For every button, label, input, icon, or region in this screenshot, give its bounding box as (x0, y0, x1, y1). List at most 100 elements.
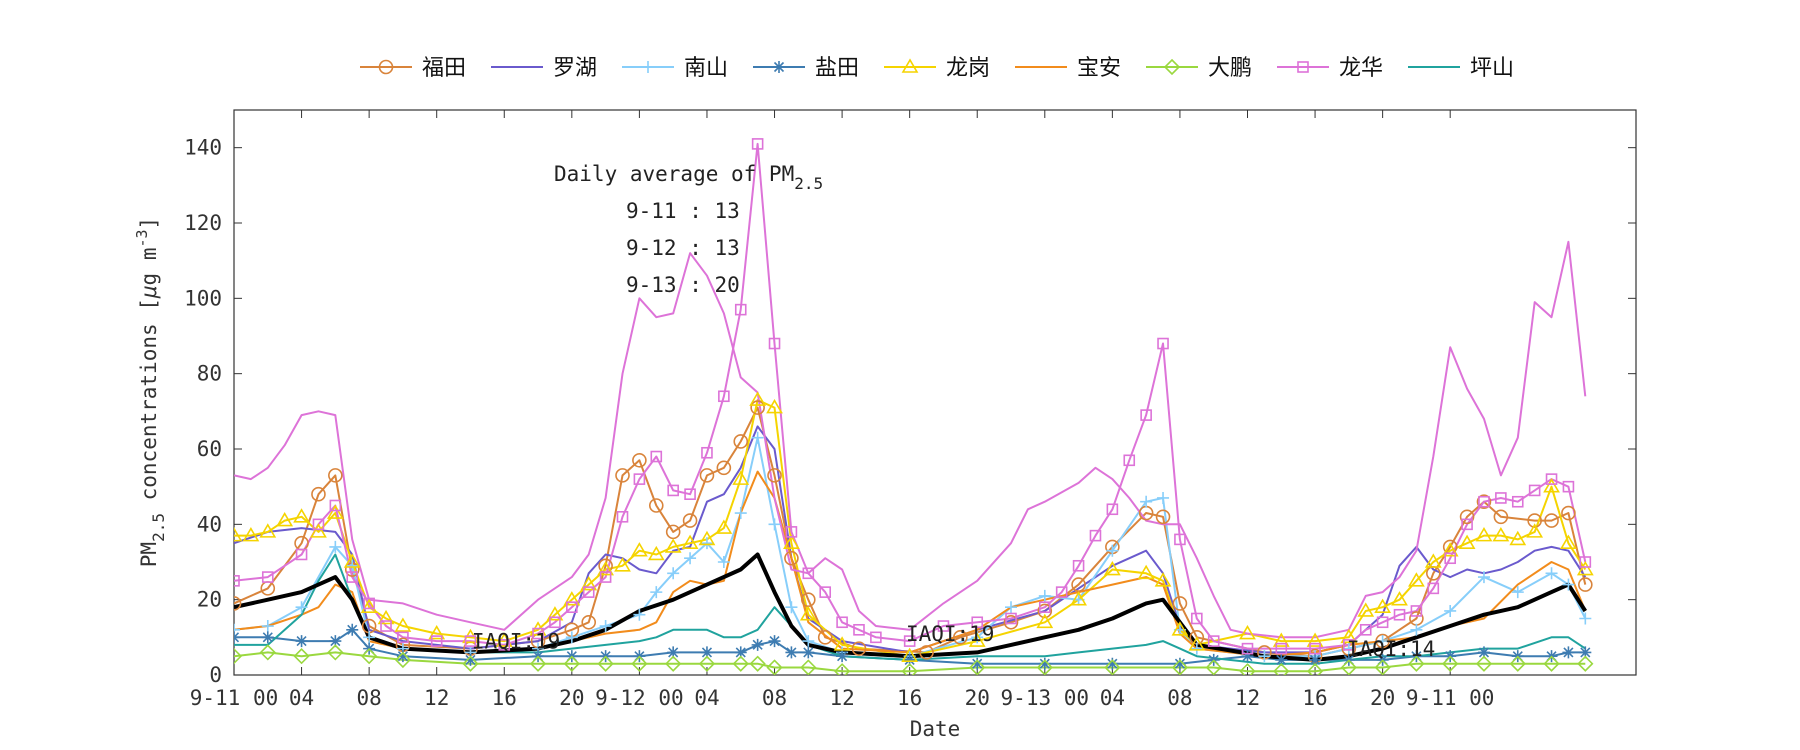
data-point (1239, 663, 1256, 675)
data-point (1543, 655, 1560, 672)
data-point (1205, 659, 1222, 675)
data-point (1171, 659, 1189, 675)
data-point (546, 606, 564, 621)
data-point (242, 527, 260, 542)
data-point (1410, 605, 1423, 617)
data-point (1527, 513, 1542, 528)
y-axis-label: PM2.5 concentrations [μg m-3] (133, 217, 168, 567)
data-point (462, 655, 479, 672)
data-point (1576, 560, 1594, 576)
data-point (1038, 601, 1051, 614)
data-point (903, 635, 916, 647)
data-point (1579, 646, 1592, 659)
iaqi-label: IAQI:19 (472, 630, 561, 654)
data-point (750, 400, 765, 415)
data-point (633, 608, 646, 621)
data-point (1106, 657, 1119, 670)
data-point (293, 508, 310, 523)
daily-average-title-sub: 2.5 (794, 174, 823, 193)
data-point (1173, 657, 1186, 670)
data-point (428, 624, 446, 640)
data-point (310, 523, 327, 538)
data-point (1340, 659, 1357, 675)
data-point (700, 646, 713, 659)
data-point (464, 653, 477, 666)
legend-item: 龙华 (1277, 56, 1383, 81)
data-point (1477, 571, 1490, 584)
x-tick-label: 9-11 00 (1406, 686, 1495, 710)
data-point (363, 631, 376, 644)
data-point (397, 631, 409, 644)
data-point (969, 659, 986, 675)
data-point (566, 601, 578, 614)
data-point (647, 545, 665, 561)
data-point (312, 518, 325, 531)
data-point (615, 468, 630, 483)
data-point (766, 398, 783, 414)
data-point (1038, 589, 1051, 602)
legend-item: 罗湖 (491, 56, 597, 81)
data-point (919, 645, 934, 660)
x-tick-label: 16 (492, 686, 517, 710)
data-point (1427, 582, 1440, 595)
data-point (1545, 473, 1558, 485)
data-point (581, 614, 597, 630)
data-point (261, 631, 274, 644)
data-point (836, 650, 849, 663)
data-point (396, 650, 409, 663)
data-point (1509, 655, 1526, 672)
data-point (529, 655, 547, 672)
series-line-8 (234, 240, 1587, 639)
legend-label: 大鹏 (1208, 56, 1252, 81)
x-tick-label: 12 (1235, 686, 1260, 710)
data-point (664, 538, 682, 553)
legend-swatch-marker (1297, 61, 1309, 73)
data-point (1441, 542, 1459, 557)
y-axis-label-sup: -3 (133, 229, 151, 247)
data-point (1137, 564, 1155, 580)
data-point (819, 586, 832, 598)
data-point (1106, 503, 1119, 516)
data-point (734, 303, 747, 316)
data-point (293, 648, 310, 665)
data-point (718, 390, 730, 403)
data-point (1273, 663, 1290, 675)
data-point (1340, 628, 1358, 644)
data-point (701, 446, 713, 459)
data-point (853, 623, 865, 636)
data-point (1579, 556, 1592, 568)
data-point (1444, 552, 1456, 565)
legend: 福田 罗湖 南山 盐田 龙岗 宝安 大鹏 龙华 坪山 (360, 56, 1514, 81)
data-point (1477, 646, 1490, 659)
data-point (681, 534, 699, 549)
data-point (565, 631, 578, 644)
data-point (1174, 533, 1186, 546)
data-point (1391, 591, 1408, 606)
data-point (1374, 598, 1392, 614)
data-point (1478, 495, 1490, 508)
y-axis-label-close: ] (137, 217, 161, 230)
data-point (1408, 572, 1425, 587)
data-point (1306, 663, 1324, 675)
data-point (1309, 653, 1322, 666)
data-point (1309, 642, 1321, 655)
data-point (1155, 509, 1171, 525)
data-point (768, 635, 781, 648)
data-point (614, 557, 631, 572)
data-point (1577, 655, 1594, 672)
data-point (1374, 659, 1391, 675)
data-point (1562, 578, 1575, 591)
data-point (1275, 642, 1288, 655)
data-point (901, 663, 918, 675)
legend-item: 盐田 (753, 56, 859, 81)
x-tick-label: 16 (897, 686, 922, 710)
data-point (1258, 650, 1271, 663)
y-tick-label: 60 (197, 437, 222, 461)
data-point (1459, 509, 1475, 525)
x-tick-label: 9-11 00 (190, 686, 279, 710)
data-point (632, 452, 647, 468)
data-point (1492, 527, 1510, 542)
data-point (1579, 612, 1592, 625)
data-point (667, 484, 679, 497)
iaqi-label: IAQI:14 (1347, 637, 1436, 661)
